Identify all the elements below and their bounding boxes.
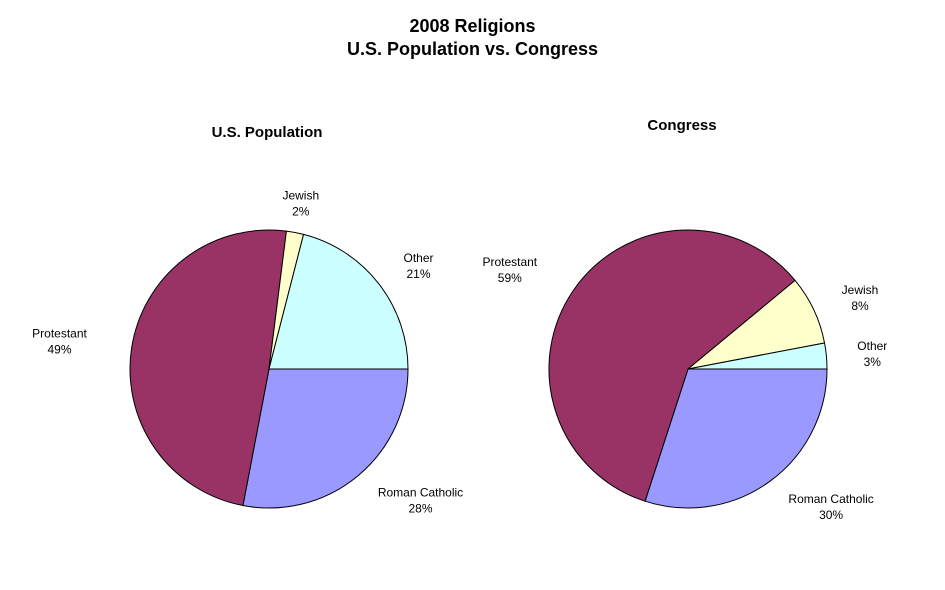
pie-slice-us-population-protestant xyxy=(129,229,287,507)
pie-label-us-population-roman-catholic: Roman Catholic 28% xyxy=(378,486,463,516)
pie-chart-congress: Congress Other 3% Jewish 8% Protestant 59% Rom… xyxy=(482,117,887,522)
pie-label-congress-jewish: Jewish 8% xyxy=(842,283,879,313)
pie-label-congress-roman-catholic: Roman Catholic 30% xyxy=(788,492,873,522)
pie-label-us-population-jewish: Jewish 2% xyxy=(282,188,319,218)
pie-slice-congress-roman-catholic xyxy=(644,368,828,509)
chart-main-subtitle: U.S. Population vs. Congress xyxy=(346,39,599,59)
pie-title-congress: Congress xyxy=(647,117,716,134)
pie-label-us-population-protestant: Protestant 49% xyxy=(32,327,87,357)
pie-label-congress-other: Other 3% xyxy=(857,339,887,369)
pie-chart-us-population: U.S. Population Other 21% Jewish 2% Protesta… xyxy=(32,124,463,516)
pie-label-congress-protestant: Protestant 59% xyxy=(482,255,537,285)
pie-slice-us-population-other xyxy=(268,233,409,370)
pie-slice-us-population-roman-catholic xyxy=(242,368,409,509)
chart-main-title: 2008 Religions xyxy=(409,16,536,36)
pie-slice-congress-other xyxy=(687,342,828,370)
pie-label-us-population-other: Other 21% xyxy=(403,251,433,281)
pie-title-us-population: U.S. Population xyxy=(212,124,323,141)
pie-slice-congress-protestant xyxy=(548,229,796,502)
